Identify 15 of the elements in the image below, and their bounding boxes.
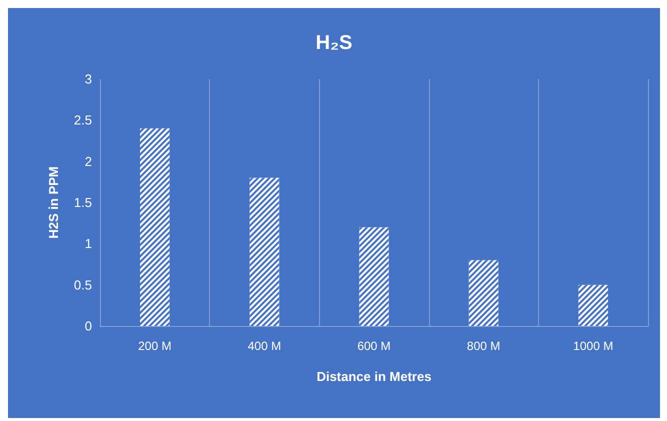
x-tick-label: 1000 M <box>573 339 614 353</box>
y-tick-label: 2 <box>84 154 92 169</box>
y-axis-title: H2S in PPM <box>46 166 61 239</box>
x-tick-label: 800 M <box>466 339 500 353</box>
y-tick-label: 1 <box>84 236 92 252</box>
x-tick-label: 400 M <box>248 339 282 353</box>
x-axis-title: Distance in Metres <box>316 369 432 384</box>
y-tick-label: 0 <box>84 318 92 334</box>
y-tick-label: 3 <box>84 72 92 86</box>
x-tick-label: 600 M <box>357 339 391 353</box>
y-tick-label: 0.5 <box>74 277 92 292</box>
x-tick-label: 200 M <box>138 339 172 353</box>
y-tick-label: 2.5 <box>74 112 92 128</box>
chart-title: H₂S <box>316 32 352 54</box>
y-tick-label: 1.5 <box>74 195 92 210</box>
